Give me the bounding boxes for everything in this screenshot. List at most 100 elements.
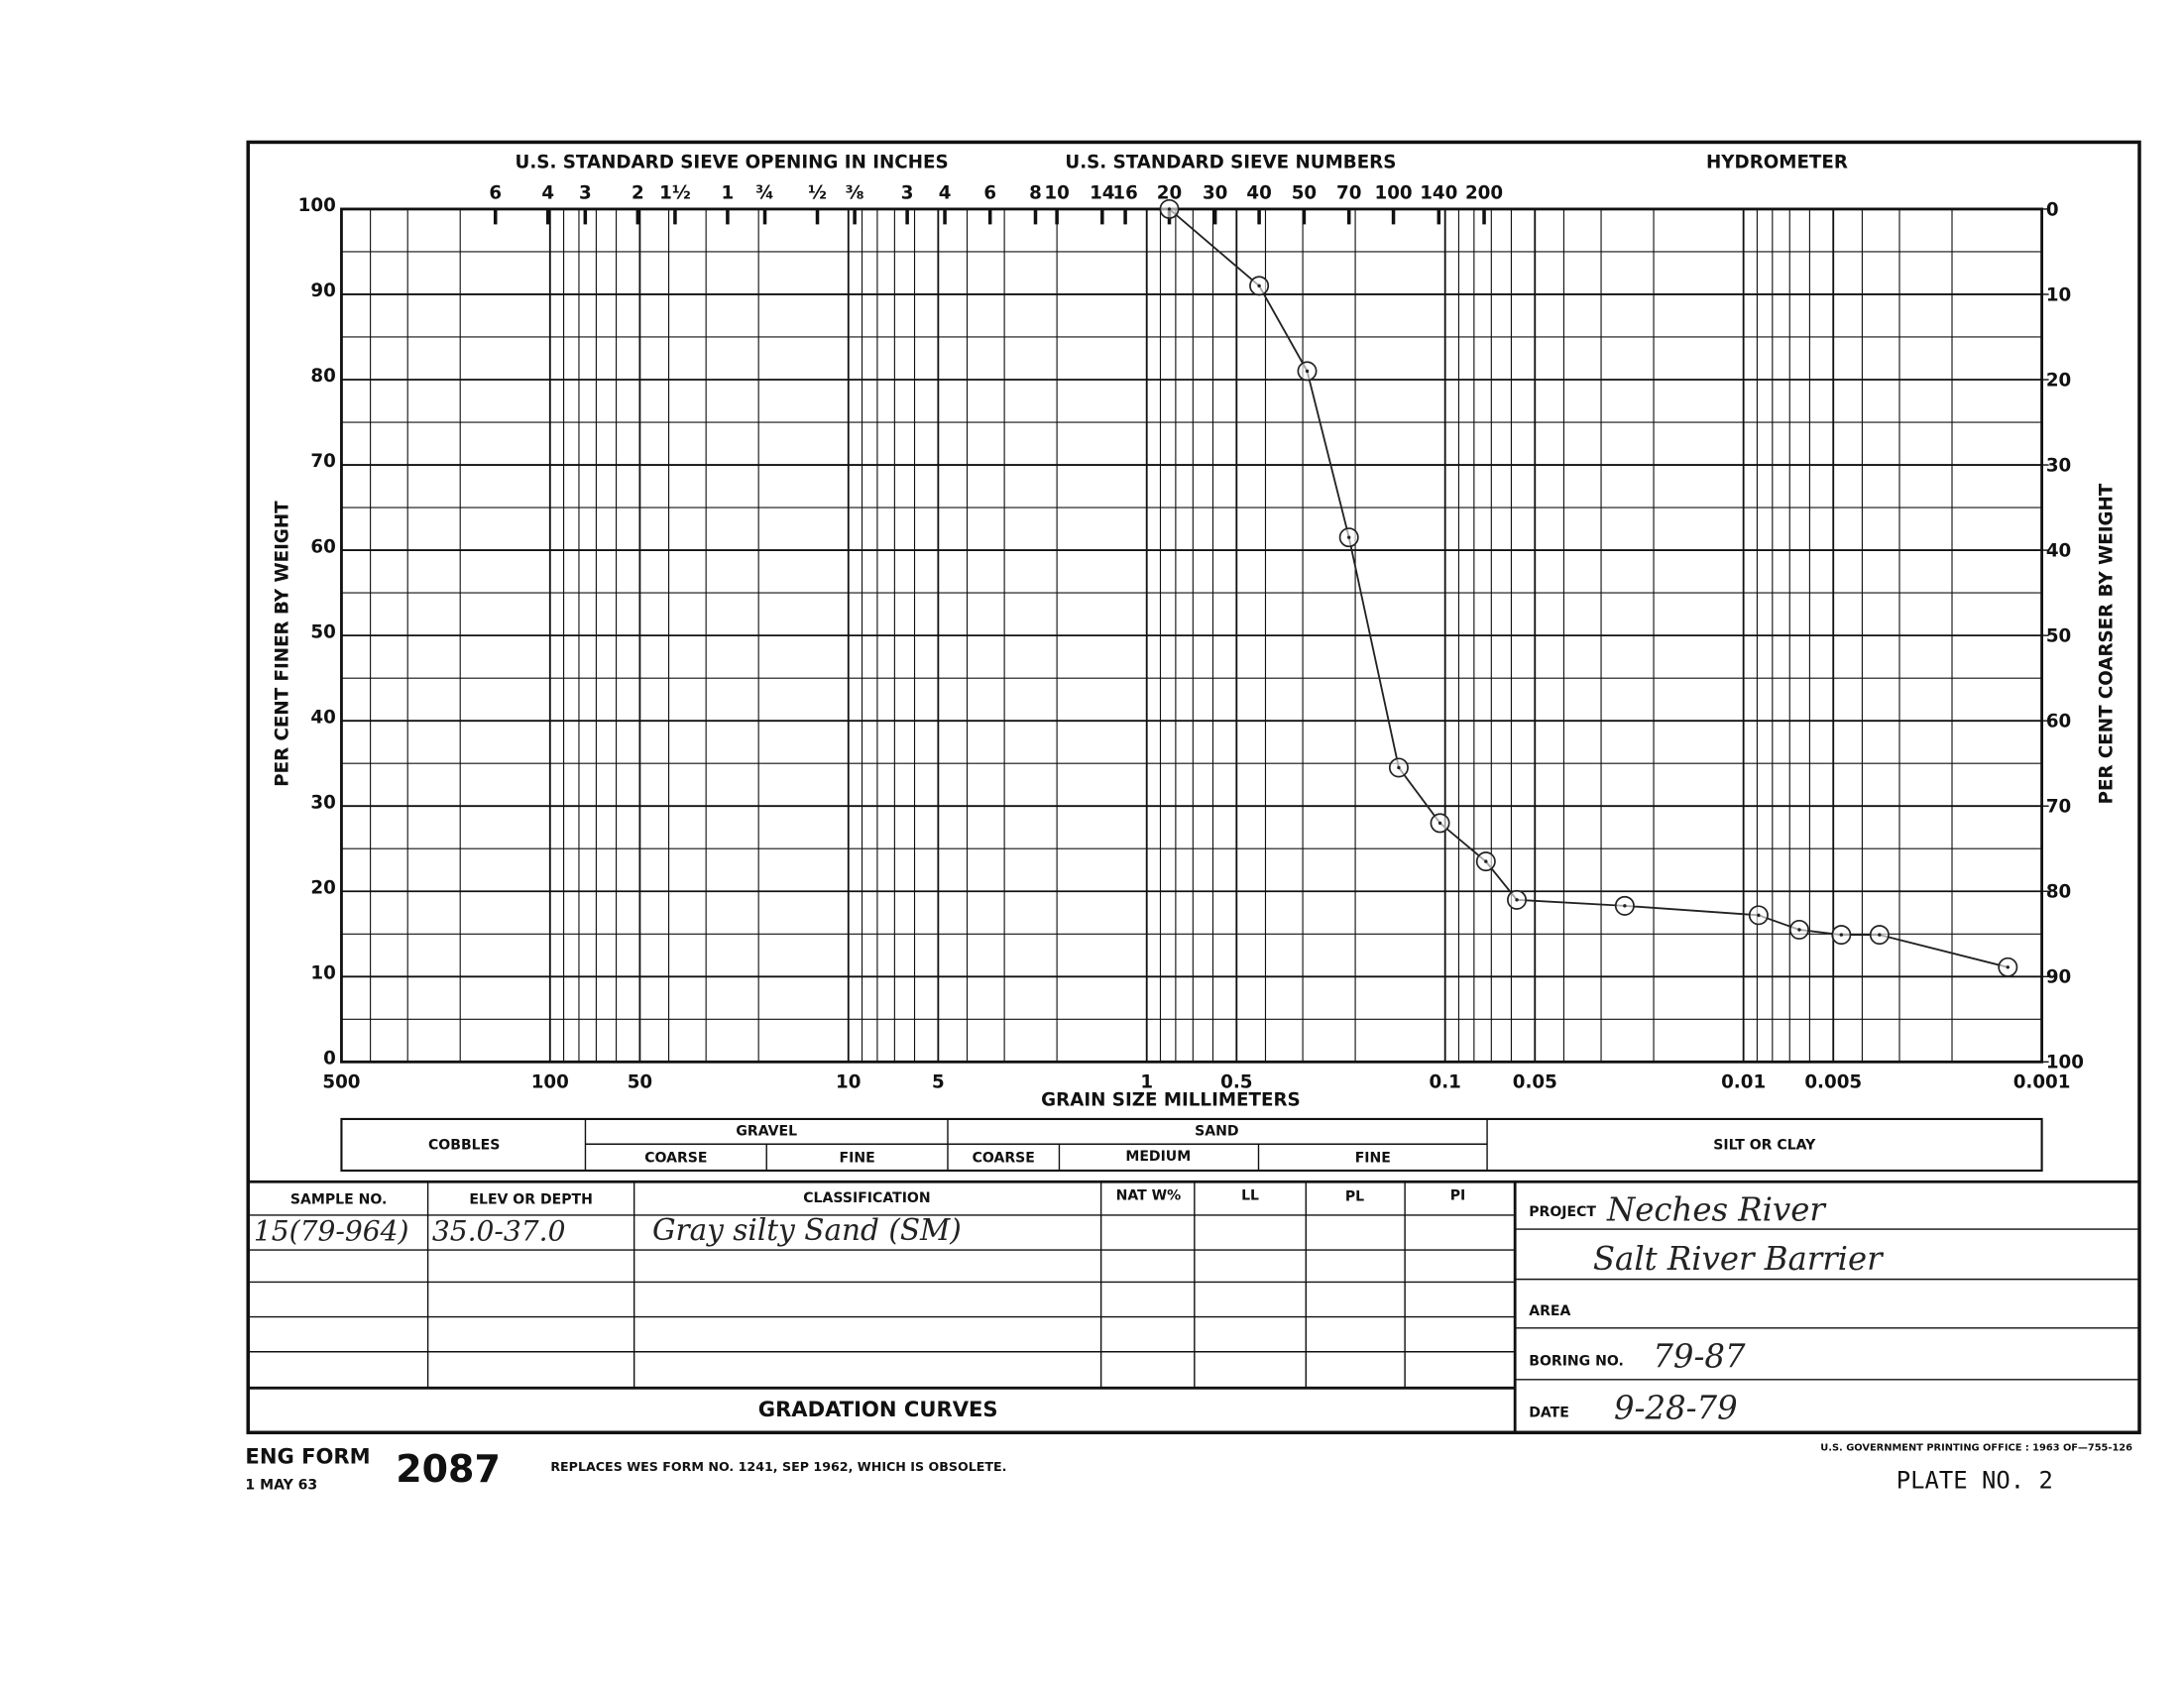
x-tick-label: 0.1 [1430, 1071, 1461, 1092]
x-tick-label: 0.05 [1513, 1071, 1557, 1092]
form-number: 2087 [396, 1447, 501, 1491]
plot-frame [340, 207, 2044, 1064]
soil-band [340, 1117, 2043, 1173]
printing-office: U.S. GOVERNMENT PRINTING OFFICE : 1963 O… [1820, 1443, 2132, 1454]
data-point-dot [1797, 928, 1801, 932]
y-tick-label: 20 [310, 877, 335, 898]
soil-subclass: MEDIUM [1125, 1149, 1191, 1165]
data-point-dot [1515, 898, 1519, 902]
sieve-label: 30 [1203, 182, 1227, 203]
y2-tick-label: 30 [2046, 455, 2071, 476]
y2-tick-label: 70 [2046, 797, 2071, 818]
data-point-dot [1305, 369, 1310, 374]
data-point-dot [1623, 904, 1627, 908]
y-tick-label: 30 [310, 792, 335, 813]
sieve-label: 1½ [659, 182, 691, 203]
soil-subclass: FINE [840, 1150, 875, 1166]
sieve-label: 50 [1292, 182, 1317, 203]
soil-class: SILT OR CLAY [1713, 1138, 1816, 1154]
soil-class: COBBLES [428, 1138, 500, 1154]
hydrometer-header: HYDROMETER [1706, 153, 1848, 173]
soil-class: SAND [1195, 1124, 1238, 1140]
soil-subclass: COARSE [973, 1150, 1035, 1166]
x-tick-label: 100 [531, 1071, 569, 1092]
y-tick-label: 100 [298, 195, 336, 216]
sieve-label: 16 [1112, 182, 1137, 203]
data-point-dot [2006, 965, 2010, 969]
data-point-dot [1757, 913, 1761, 918]
soil-subclass: FINE [1355, 1150, 1391, 1166]
x-tick-label: 0.01 [1721, 1071, 1766, 1092]
sieve-label: 200 [1465, 182, 1503, 203]
y2-tick-label: 50 [2046, 626, 2071, 647]
sieve-label: 3 [901, 182, 914, 203]
sieve-label: ½ [808, 182, 827, 203]
sieve-label: 140 [1420, 182, 1457, 203]
y2-tick-label: 10 [2046, 284, 2071, 305]
y2-tick-label: 0 [2046, 199, 2059, 220]
data-point-dot [1257, 283, 1261, 288]
date-label: DATE [1529, 1406, 1569, 1421]
sieve-label: 10 [1044, 182, 1069, 203]
y-tick-label: 40 [310, 707, 335, 728]
sieve-label: 8 [1029, 182, 1042, 203]
sieve-label: 4 [541, 182, 554, 203]
x-tick-label: 0.5 [1220, 1071, 1252, 1092]
data-point-dot [1397, 765, 1401, 770]
sieve-label: ¾ [755, 182, 774, 203]
y2-tick-label: 100 [2046, 1053, 2084, 1073]
x-tick-label: 500 [322, 1071, 360, 1092]
form-date: 1 MAY 63 [245, 1478, 317, 1494]
plate-number: PLATE NO. 2 [1897, 1466, 2053, 1494]
y-tick-label: 80 [310, 366, 335, 387]
column-header: CLASSIFICATION [803, 1190, 930, 1206]
y2-tick-label: 80 [2046, 882, 2071, 903]
column-header: NAT W% [1116, 1187, 1182, 1203]
date: 9-28-79 [1614, 1389, 1738, 1426]
column-header: ELEV OR DEPTH [469, 1191, 592, 1207]
x-tick-label: 0.001 [2013, 1071, 2071, 1092]
y2-tick-label: 60 [2046, 712, 2071, 732]
column-header: PI [1450, 1187, 1466, 1203]
sieve-label: 4 [939, 182, 952, 203]
boring-no: 79-87 [1653, 1337, 1746, 1375]
form-label: ENG FORM [245, 1444, 370, 1469]
column-header: PL [1345, 1189, 1364, 1205]
soil-class: GRAVEL [736, 1124, 797, 1140]
y-tick-label: 10 [310, 962, 335, 983]
sieve-label: 14 [1090, 182, 1114, 203]
x-axis-label: GRAIN SIZE MILLIMETERS [1041, 1090, 1301, 1111]
data-point-dot [1437, 821, 1442, 826]
x-tick-label: 10 [836, 1071, 861, 1092]
x-tick-label: 5 [932, 1071, 945, 1092]
form-frame [246, 140, 2141, 1435]
y2-tick-label: 40 [2046, 540, 2071, 561]
sieve-label: ⅜ [846, 182, 864, 203]
y2-tick-label: 90 [2046, 967, 2071, 988]
y-tick-label: 90 [310, 281, 335, 301]
y-tick-label: 70 [310, 451, 335, 472]
sieve-label: 100 [1374, 182, 1412, 203]
data-point-dot [1484, 859, 1488, 863]
column-header: LL [1241, 1187, 1259, 1203]
y-tick-label: 0 [323, 1049, 336, 1070]
elev-depth: 35.0-37.0 [432, 1215, 566, 1248]
sieve-label: 2 [632, 182, 644, 203]
x-tick-label: 0.005 [1804, 1071, 1862, 1092]
data-point-dot [1167, 207, 1172, 211]
replaces-note: REPLACES WES FORM NO. 1241, SEP 1962, WH… [550, 1459, 1006, 1474]
project: Neches River [1606, 1191, 1827, 1229]
x-tick-label: 50 [628, 1071, 652, 1092]
y2-tick-label: 20 [2046, 370, 2071, 391]
sieve-numbers-header: U.S. STANDARD SIEVE NUMBERS [1065, 153, 1396, 173]
area-label: AREA [1529, 1303, 1570, 1319]
form-title: GRADATION CURVES [758, 1397, 998, 1421]
sieve-label: 1 [722, 182, 735, 203]
data-point-dot [1839, 933, 1844, 937]
boring-label: BORING NO. [1529, 1354, 1624, 1370]
x-tick-label: 1 [1140, 1071, 1153, 1092]
soil-subclass: COARSE [644, 1150, 707, 1166]
y-axis-label: PER CENT FINER BY WEIGHT [272, 501, 292, 787]
